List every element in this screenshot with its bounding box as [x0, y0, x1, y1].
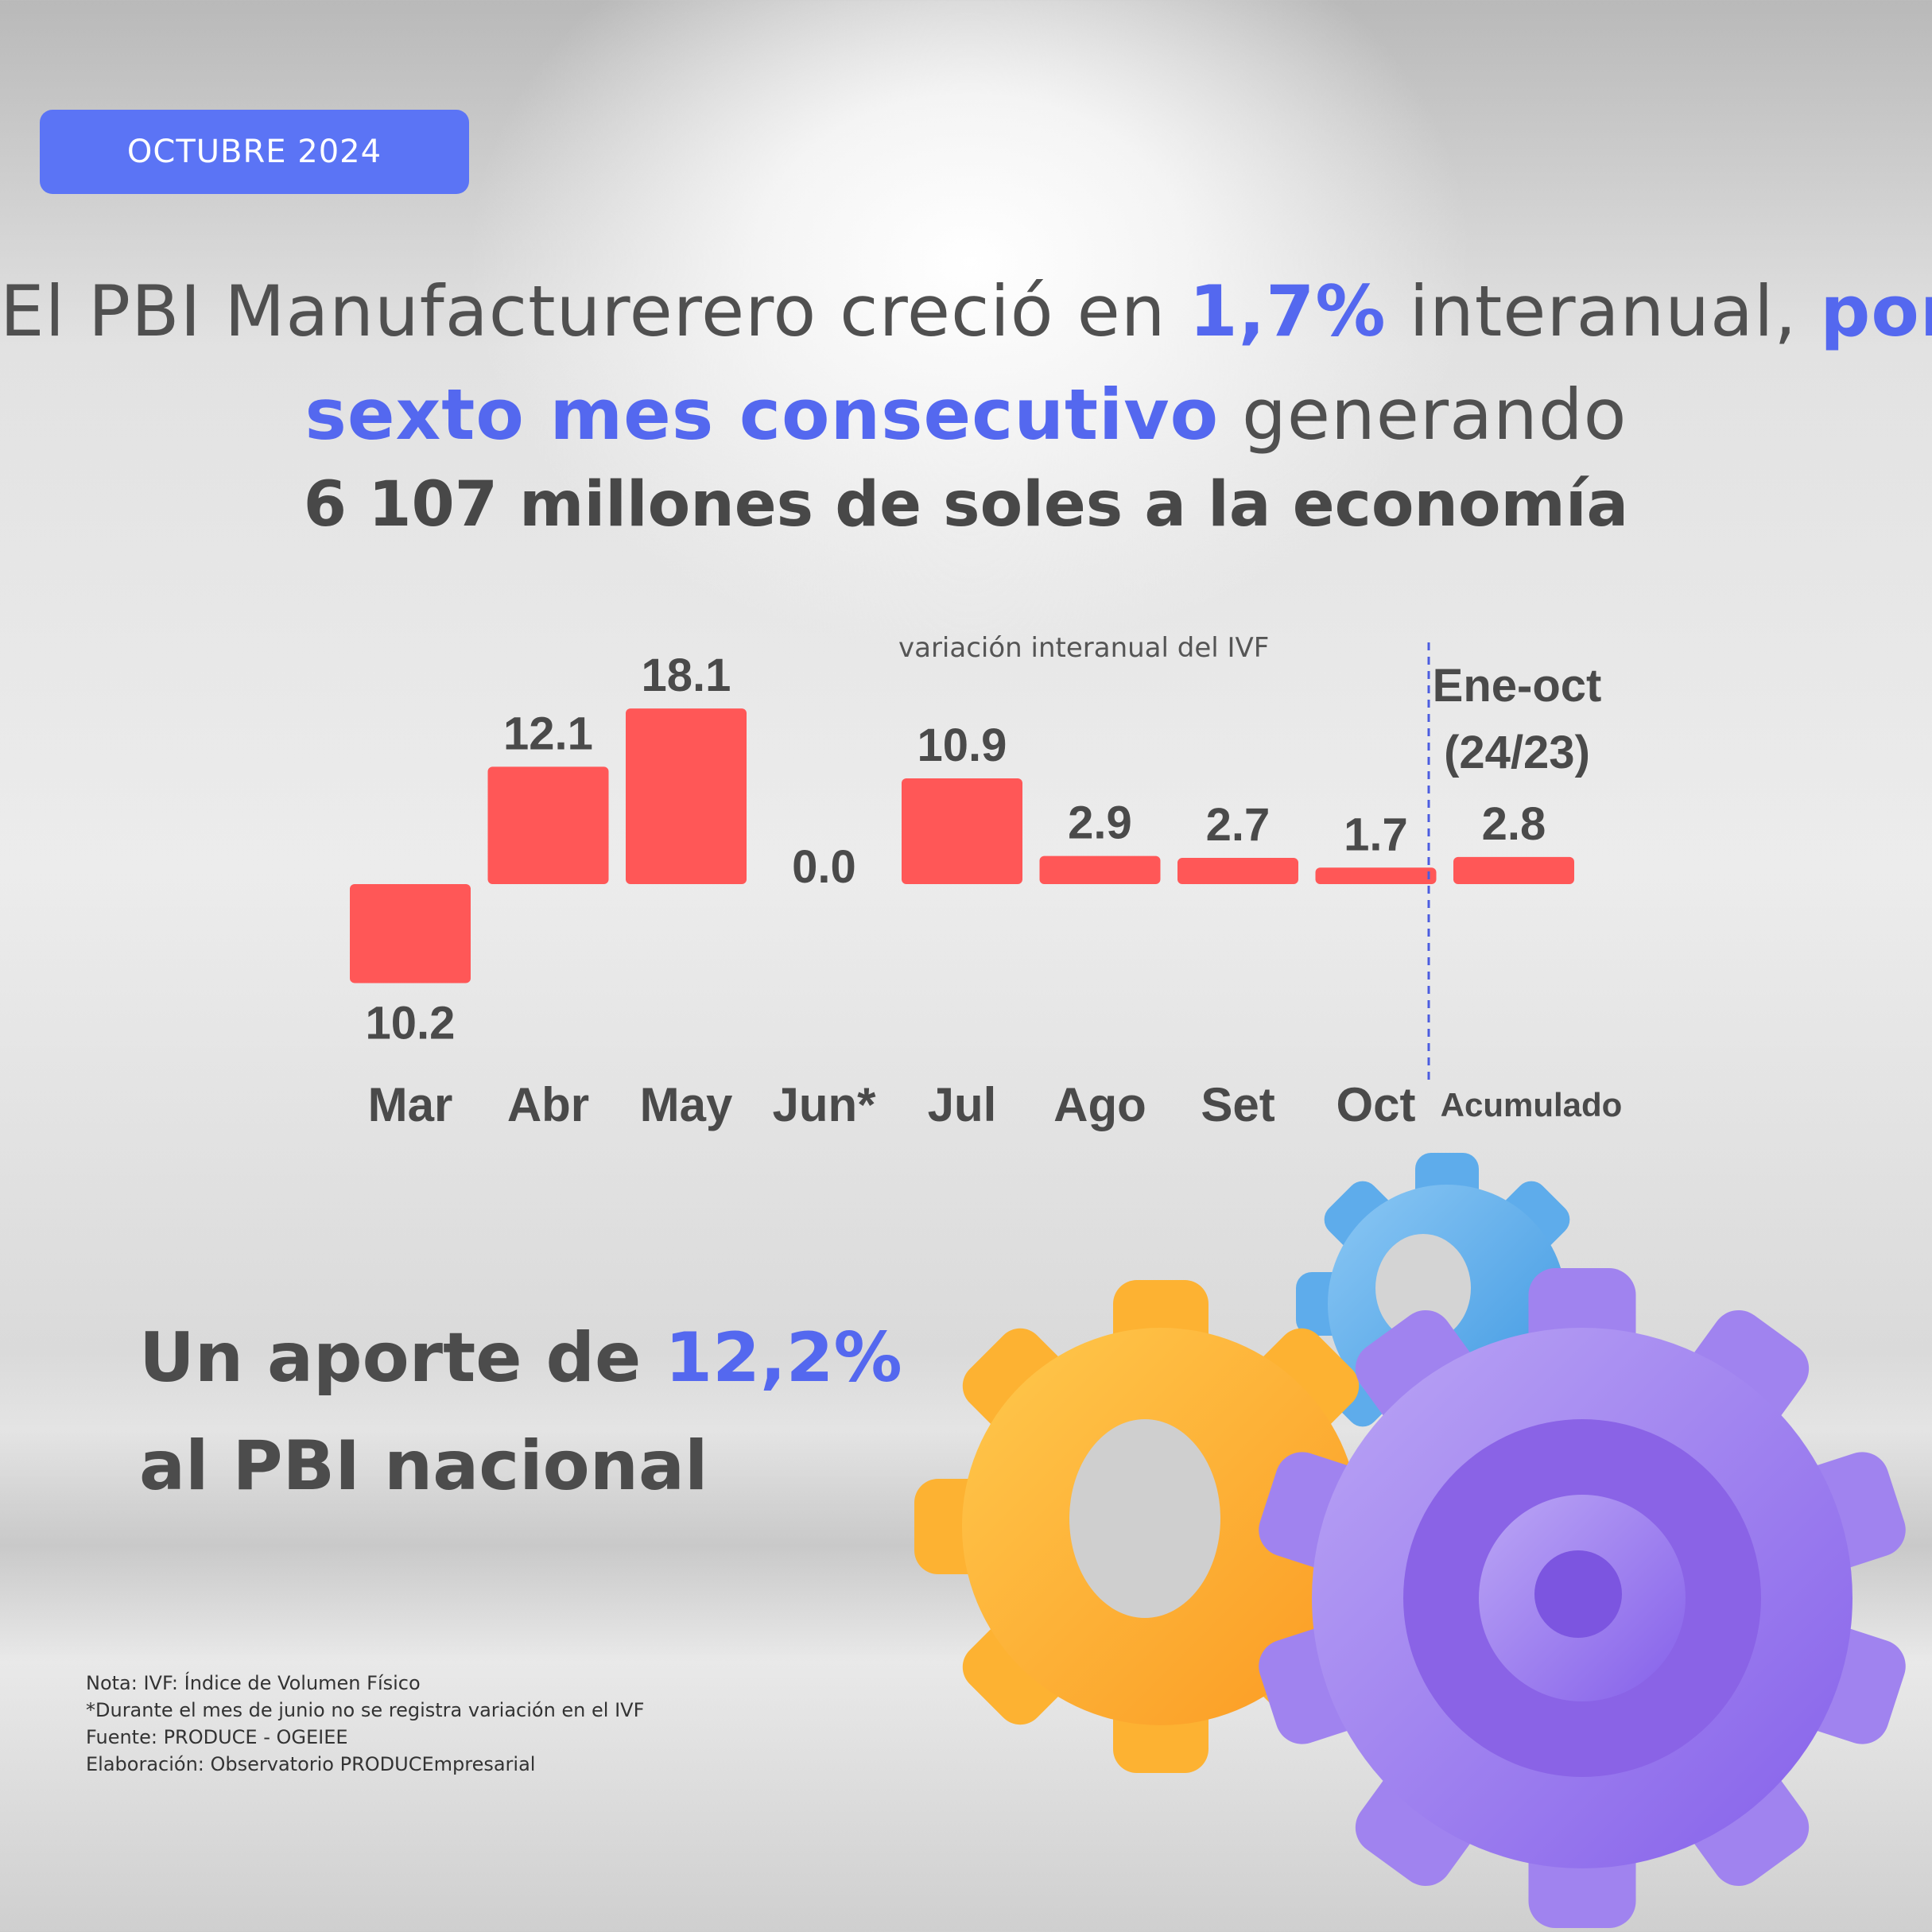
- category-label: Ago: [1053, 1078, 1146, 1131]
- ivf-bar-chart: variación interanual del IVF 10.2 Mar 12.1 A…: [350, 632, 1623, 1131]
- headline-line-1: El PBI Manufacturerero creció en 1,7% in…: [0, 270, 1932, 352]
- contribution-value: 12,2%: [665, 1318, 902, 1398]
- headline-line-3: 6 107 millones de soles a la economía: [0, 469, 1932, 541]
- category-label: Mar: [368, 1078, 453, 1131]
- category-label: Oct: [1336, 1078, 1415, 1131]
- data-label: 10.9: [918, 720, 1007, 771]
- data-label: 2.7: [1206, 799, 1271, 851]
- headline-text: El PBI Manufacturerero creció en: [0, 270, 1189, 352]
- bar-jul: [902, 778, 1022, 884]
- category-label: May: [640, 1078, 733, 1131]
- chart-subtitle: variación interanual del IVF: [898, 632, 1269, 664]
- headline-highlight: por: [1820, 270, 1932, 352]
- headline-line-2: sexto mes consecutivo generando: [0, 374, 1932, 456]
- note-ivf: Nota: IVF: Índice de Volumen Físico: [86, 1672, 421, 1694]
- headline-highlight: sexto mes consecutivo: [305, 374, 1220, 456]
- bar-oct: [1315, 867, 1437, 884]
- bar-ago: [1039, 855, 1161, 884]
- headline-growth-value: 1,7%: [1189, 270, 1387, 352]
- cumulative-period: (24/23): [1444, 727, 1590, 778]
- data-label: 2.8: [1482, 798, 1546, 850]
- date-badge-label: OCTUBRE 2024: [126, 134, 382, 170]
- date-badge: OCTUBRE 2024: [40, 110, 469, 194]
- category-label: Jul: [928, 1078, 997, 1131]
- headline-amount: 6 107 millones de soles a la economía: [303, 469, 1629, 541]
- cumulative-header: Ene-oct: [1433, 660, 1602, 712]
- data-label: 0.0: [792, 841, 856, 893]
- notes: Nota: IVF: Índice de Volumen Físico *Dur…: [86, 1670, 644, 1778]
- category-label: Acumulado: [1441, 1086, 1623, 1123]
- note-source: Fuente: PRODUCE - OGEIEE: [86, 1726, 348, 1748]
- contribution-label: Un aporte de: [139, 1318, 665, 1398]
- category-label: Set: [1201, 1078, 1274, 1131]
- contribution-text: Un aporte de 12,2% al PBI nacional: [139, 1304, 902, 1520]
- category-label: Jun*: [772, 1078, 876, 1131]
- bar-abr: [487, 766, 609, 884]
- orange-gear-icon: [914, 1280, 1407, 1773]
- data-label: 10.2: [366, 997, 456, 1049]
- bar-set: [1177, 858, 1298, 884]
- bar-acumulado: [1453, 856, 1574, 884]
- note-june: *Durante el mes de junio no se registra …: [86, 1699, 645, 1721]
- data-label: 1.7: [1344, 809, 1408, 860]
- data-label: 2.9: [1068, 797, 1132, 849]
- bar-may: [626, 708, 747, 884]
- headline-text: generando: [1219, 374, 1627, 456]
- data-label: 18.1: [642, 650, 731, 701]
- category-label: Abr: [507, 1078, 589, 1131]
- bar-mar: [350, 884, 471, 983]
- contribution-line-1: Un aporte de 12,2%: [139, 1304, 902, 1412]
- data-label: 12.1: [503, 708, 593, 759]
- contribution-line-2: al PBI nacional: [139, 1426, 708, 1506]
- headline-text: interanual,: [1386, 270, 1821, 352]
- note-elaboration: Elaboración: Observatorio PRODUCEmpresar…: [86, 1753, 536, 1775]
- gears-illustration: [914, 1153, 1906, 1928]
- purple-gear-icon: [1259, 1268, 1906, 1928]
